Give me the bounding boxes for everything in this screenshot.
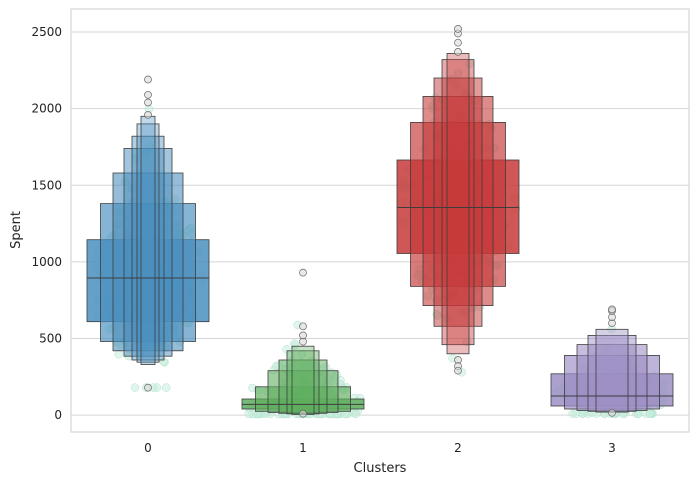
y-tick-label: 500: [39, 332, 62, 346]
outlier-point: [454, 38, 462, 47]
swarm-point: [282, 345, 291, 354]
y-tick-label: 1500: [31, 178, 62, 192]
outlier-point: [299, 322, 307, 331]
swarm-point: [244, 409, 253, 419]
outlier-point: [299, 409, 307, 418]
swarm-point: [290, 339, 299, 348]
x-tick-label: 3: [608, 441, 616, 455]
boxen-boxes: [86, 25, 674, 418]
y-axis-label: Spent: [9, 211, 24, 249]
outlier-point: [144, 110, 152, 119]
outlier-point: [454, 48, 462, 56]
outlier-point: [144, 75, 152, 84]
outlier-point: [454, 25, 462, 33]
box-level: [140, 115, 156, 366]
box-level: [446, 53, 470, 355]
y-tick-label: 2000: [31, 102, 62, 116]
outlier-point: [144, 98, 152, 107]
box-level: [136, 123, 160, 363]
y-tick-label: 0: [54, 408, 62, 422]
outlier-point: [299, 331, 307, 340]
swarm-point: [130, 383, 140, 392]
x-tick-label: 1: [299, 441, 307, 455]
x-axis-label: Clusters: [354, 461, 407, 476]
y-axis-ticks: 0 500 1000 1500 2000 2500: [31, 25, 62, 422]
swarm-point: [162, 383, 171, 392]
x-axis-ticks: 0 1 2 3: [144, 441, 616, 455]
swarm-point: [297, 349, 307, 359]
y-tick-label: 1000: [31, 255, 62, 269]
box-level: [595, 328, 629, 413]
outlier-point: [454, 366, 462, 375]
outlier-point: [144, 90, 152, 99]
outlier-point: [608, 305, 616, 314]
outlier-point: [299, 268, 307, 277]
x-tick-label: 2: [454, 441, 462, 455]
outlier-point: [608, 408, 616, 417]
swarm-point: [351, 409, 361, 419]
x-tick-label: 0: [144, 441, 152, 455]
swarm-point: [114, 349, 123, 359]
y-tick-label: 2500: [31, 25, 62, 39]
swarm-point: [645, 409, 655, 418]
outlier-point: [144, 383, 152, 392]
